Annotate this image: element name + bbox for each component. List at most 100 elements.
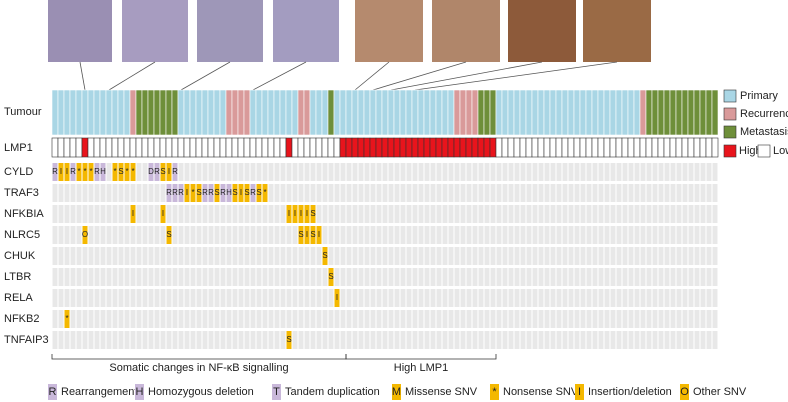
empty-cell bbox=[142, 310, 148, 328]
alteration-code: * bbox=[89, 167, 92, 176]
lmp1-cell bbox=[525, 137, 533, 158]
empty-cell bbox=[172, 289, 178, 307]
empty-cell bbox=[430, 184, 436, 202]
empty-cell bbox=[400, 163, 406, 181]
empty-cell bbox=[622, 184, 628, 202]
gene-label: TNFAIP3 bbox=[4, 334, 49, 346]
empty-cell bbox=[106, 184, 112, 202]
empty-cell bbox=[580, 247, 586, 265]
empty-cell bbox=[430, 310, 436, 328]
alteration-code: R bbox=[178, 188, 184, 197]
empty-cell bbox=[202, 331, 208, 349]
empty-cell bbox=[250, 268, 256, 286]
empty-cell bbox=[82, 247, 88, 265]
empty-cell bbox=[94, 205, 100, 223]
empty-cell bbox=[82, 268, 88, 286]
empty-cell bbox=[238, 289, 244, 307]
empty-cell bbox=[526, 163, 532, 181]
empty-cell bbox=[436, 247, 442, 265]
empty-cell bbox=[136, 289, 142, 307]
alteration-code: S bbox=[166, 230, 171, 239]
empty-cell bbox=[418, 310, 424, 328]
empty-cell bbox=[436, 163, 442, 181]
tumour-cell bbox=[471, 89, 479, 136]
bracket-label: High LMP1 bbox=[394, 362, 448, 374]
empty-cell bbox=[370, 331, 376, 349]
empty-cell bbox=[472, 268, 478, 286]
alteration-code: S bbox=[118, 167, 123, 176]
empty-cell bbox=[64, 184, 70, 202]
tumour-cell bbox=[297, 89, 305, 136]
empty-cell bbox=[178, 331, 184, 349]
empty-cell bbox=[622, 247, 628, 265]
empty-cell bbox=[454, 331, 460, 349]
empty-cell bbox=[682, 205, 688, 223]
empty-cell bbox=[364, 226, 370, 244]
empty-cell bbox=[196, 205, 202, 223]
tumour-cell bbox=[669, 89, 677, 136]
tumour-cell bbox=[153, 89, 161, 136]
empty-cell bbox=[544, 268, 550, 286]
empty-cell bbox=[508, 226, 514, 244]
empty-cell bbox=[460, 163, 466, 181]
empty-cell bbox=[304, 289, 310, 307]
empty-cell bbox=[484, 310, 490, 328]
empty-cell bbox=[184, 226, 190, 244]
alteration-cell bbox=[172, 163, 178, 181]
empty-cell bbox=[322, 184, 328, 202]
empty-cell bbox=[406, 205, 412, 223]
lmp1-cell bbox=[291, 137, 299, 158]
empty-cell bbox=[484, 268, 490, 286]
empty-cell bbox=[436, 331, 442, 349]
empty-cell bbox=[352, 310, 358, 328]
alteration-code: R bbox=[154, 167, 160, 176]
lmp1-cell bbox=[699, 137, 707, 158]
empty-cell bbox=[352, 289, 358, 307]
alteration-cell bbox=[76, 163, 82, 181]
empty-cell bbox=[346, 289, 352, 307]
empty-cell bbox=[154, 331, 160, 349]
empty-cell bbox=[310, 289, 316, 307]
empty-cell bbox=[142, 331, 148, 349]
empty-cell bbox=[136, 310, 142, 328]
empty-cell bbox=[148, 331, 154, 349]
tumour-cell bbox=[477, 89, 485, 136]
empty-cell bbox=[436, 226, 442, 244]
empty-cell bbox=[670, 205, 676, 223]
empty-cell bbox=[604, 310, 610, 328]
tumour-cell bbox=[345, 89, 353, 136]
tumour-cell bbox=[273, 89, 281, 136]
lmp1-cell bbox=[309, 137, 317, 158]
empty-cell bbox=[454, 289, 460, 307]
empty-cell bbox=[298, 247, 304, 265]
empty-cell bbox=[664, 184, 670, 202]
lmp1-cell bbox=[183, 137, 191, 158]
tumour-cell bbox=[465, 89, 473, 136]
legend-code: M bbox=[392, 386, 401, 398]
empty-cell bbox=[196, 163, 202, 181]
empty-cell bbox=[400, 247, 406, 265]
empty-cell bbox=[184, 331, 190, 349]
empty-cell bbox=[340, 184, 346, 202]
empty-cell bbox=[280, 247, 286, 265]
empty-cell bbox=[568, 184, 574, 202]
empty-cell bbox=[352, 331, 358, 349]
empty-cell bbox=[382, 331, 388, 349]
lmp1-cell bbox=[477, 137, 485, 158]
tumour-cell bbox=[579, 89, 587, 136]
empty-cell bbox=[130, 310, 136, 328]
empty-cell bbox=[100, 331, 106, 349]
empty-cell bbox=[274, 205, 280, 223]
lmp1-cell bbox=[171, 137, 179, 158]
empty-cell bbox=[88, 310, 94, 328]
empty-cell bbox=[550, 247, 556, 265]
lmp1-cell bbox=[633, 137, 641, 158]
empty-cell bbox=[622, 268, 628, 286]
empty-cell bbox=[520, 226, 526, 244]
lmp1-cell bbox=[249, 137, 257, 158]
empty-cell bbox=[142, 184, 148, 202]
lmp1-cell bbox=[333, 137, 341, 158]
empty-cell bbox=[538, 247, 544, 265]
empty-cell bbox=[424, 268, 430, 286]
empty-cell bbox=[484, 226, 490, 244]
